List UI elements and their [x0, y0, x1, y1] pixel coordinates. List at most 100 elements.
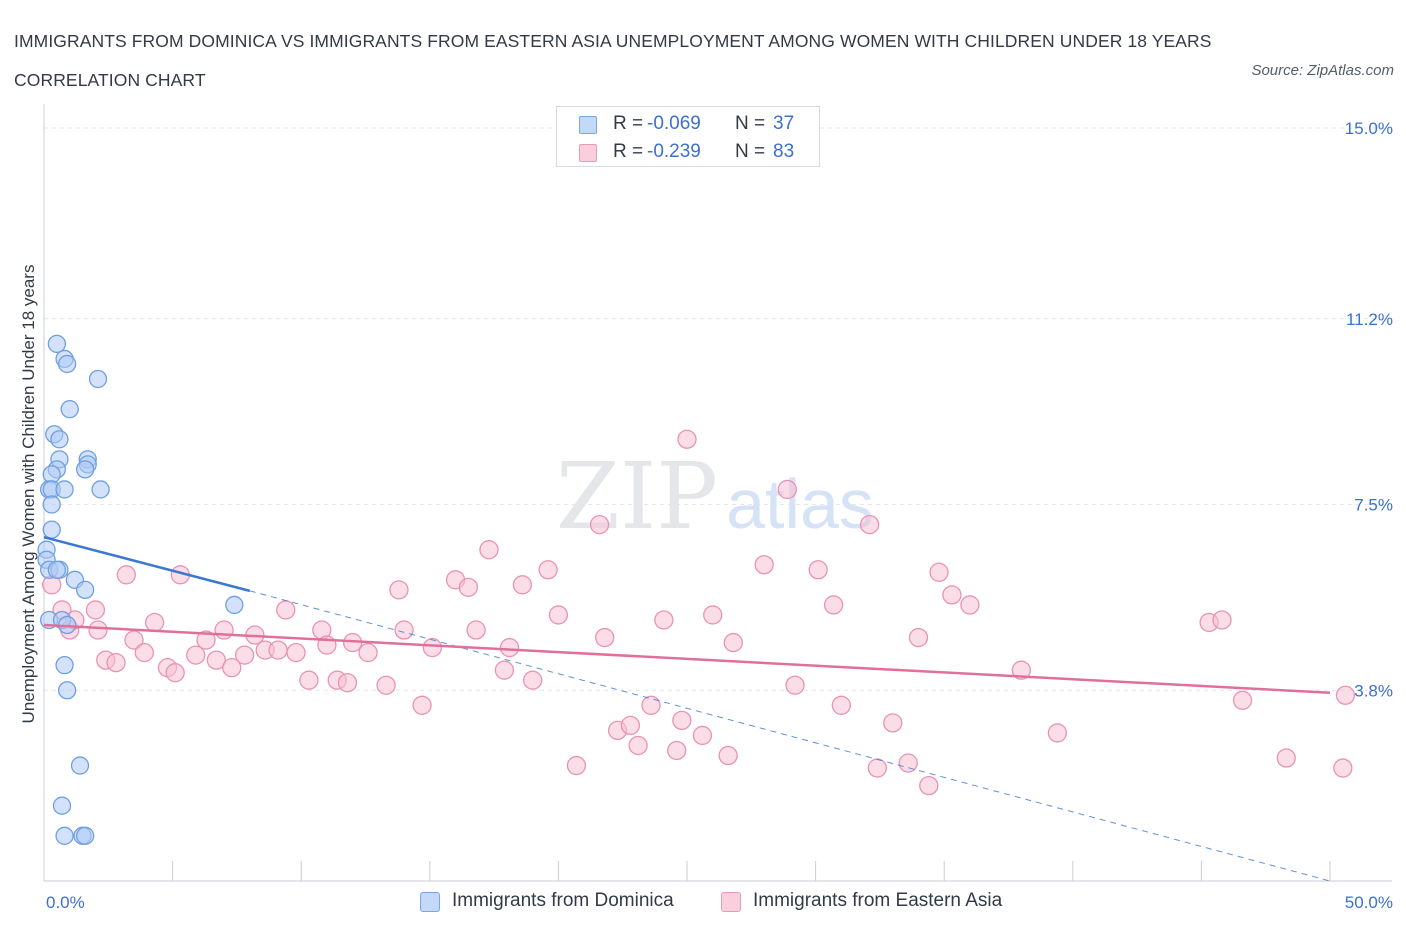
legend-n-value: 83	[773, 141, 795, 162]
data-point-eastern-asia	[165, 663, 185, 683]
series-swatch-eastern-asia	[721, 892, 741, 912]
series-label-dominica: Immigrants from Dominica	[452, 890, 674, 911]
data-point-eastern-asia	[276, 600, 296, 620]
data-point-eastern-asia	[692, 725, 713, 746]
data-point-dominica	[55, 656, 74, 675]
data-point-eastern-asia	[1047, 723, 1068, 743]
data-point-eastern-asia	[523, 670, 543, 690]
data-point-eastern-asia	[234, 645, 255, 665]
data-point-eastern-asia	[929, 562, 949, 582]
data-point-eastern-asia	[641, 695, 661, 715]
tick-labels: 3.8% 7.5% 11.2% 15.0% 0.0% 50.0%	[46, 119, 1393, 912]
data-point-eastern-asia	[672, 710, 692, 731]
legend-swatch-dominica	[579, 116, 597, 134]
data-point-eastern-asia	[942, 585, 962, 605]
series-dominica-points	[37, 334, 244, 845]
data-point-eastern-asia	[898, 753, 918, 773]
trend-line-dominica	[43, 535, 251, 593]
y-tick-label: 7.5%	[1354, 496, 1393, 515]
data-point-eastern-asia	[667, 740, 687, 761]
data-point-eastern-asia	[566, 755, 587, 776]
data-point-dominica	[76, 580, 95, 600]
data-point-eastern-asia	[299, 670, 319, 690]
data-point-dominica	[76, 460, 95, 479]
data-point-eastern-asia	[883, 713, 903, 733]
source-credit: Source: ZipAtlas.com	[1251, 62, 1394, 79]
data-point-dominica	[91, 480, 110, 499]
data-point-eastern-asia	[376, 675, 396, 695]
data-point-eastern-asia	[466, 620, 486, 640]
legend-r-value: -0.069	[647, 113, 701, 134]
data-point-eastern-asia	[88, 620, 108, 640]
y-tick-label: 15.0%	[1345, 119, 1393, 138]
data-point-eastern-asia	[512, 575, 533, 595]
legend-r-value: -0.239	[647, 141, 701, 162]
data-point-eastern-asia	[186, 645, 206, 665]
y-tick-label: 3.8%	[1354, 681, 1393, 700]
x-tick-label: 0.0%	[46, 893, 85, 912]
data-point-eastern-asia	[134, 642, 154, 663]
data-point-dominica	[52, 796, 72, 815]
data-point-eastern-asia	[116, 565, 136, 585]
series-label-eastern-asia: Immigrants from Eastern Asia	[753, 890, 1003, 911]
data-point-dominica	[57, 681, 77, 700]
legend-r-label: R =	[613, 141, 644, 162]
data-point-eastern-asia	[1335, 685, 1356, 705]
chart-title: IMMIGRANTS FROM DOMINICA VS IMMIGRANTS F…	[14, 31, 1212, 90]
data-point-eastern-asia	[754, 555, 774, 575]
trend-line-dominica-extension	[249, 590, 1331, 882]
data-point-eastern-asia	[412, 695, 432, 715]
data-point-eastern-asia	[337, 673, 358, 693]
data-point-dominica	[57, 354, 77, 374]
data-point-eastern-asia	[494, 660, 515, 680]
x-tick-label: 50.0%	[1345, 893, 1393, 912]
data-point-eastern-asia	[908, 627, 929, 648]
trend-line-eastern-asia	[43, 623, 1331, 695]
data-point-eastern-asia	[823, 595, 844, 615]
data-point-eastern-asia	[1276, 748, 1296, 768]
data-point-eastern-asia	[919, 775, 939, 796]
data-point-eastern-asia	[867, 758, 887, 778]
data-point-dominica	[76, 826, 95, 845]
data-point-eastern-asia	[620, 715, 641, 736]
trend-lines	[43, 535, 1331, 882]
data-point-dominica	[88, 369, 108, 389]
data-point-eastern-asia	[499, 637, 520, 658]
data-point-eastern-asia	[422, 637, 443, 658]
series-eastern-asia-points	[42, 429, 1356, 796]
data-point-eastern-asia	[479, 540, 499, 560]
data-point-dominica	[47, 560, 67, 579]
data-point-dominica	[42, 495, 61, 514]
data-point-eastern-asia	[589, 514, 610, 535]
data-point-eastern-asia	[124, 630, 144, 650]
y-axis-label: Unemployment Among Women with Children U…	[19, 265, 38, 724]
series-swatch-dominica	[420, 892, 440, 912]
data-point-dominica	[60, 399, 79, 419]
data-point-eastern-asia	[808, 560, 828, 580]
data-point-eastern-asia	[1333, 758, 1353, 778]
data-point-eastern-asia	[286, 642, 306, 663]
legend-swatch-eastern-asia	[579, 144, 597, 162]
data-point-eastern-asia	[718, 745, 738, 766]
data-point-eastern-asia	[196, 630, 216, 650]
data-point-eastern-asia	[548, 605, 569, 625]
gridlines	[44, 127, 1392, 691]
data-point-eastern-asia	[677, 429, 697, 449]
data-point-eastern-asia	[144, 612, 165, 633]
data-point-dominica	[50, 430, 69, 449]
correlation-legend: R = -0.069 N = 37 R = -0.239 N = 83	[556, 106, 820, 167]
data-point-eastern-asia	[214, 620, 234, 640]
data-point-dominica	[70, 756, 90, 775]
data-point-eastern-asia	[859, 514, 880, 535]
data-point-dominica	[47, 334, 67, 354]
data-point-eastern-asia	[458, 577, 479, 597]
data-point-dominica	[225, 595, 244, 615]
data-point-eastern-asia	[106, 652, 126, 673]
data-point-dominica	[55, 480, 74, 499]
data-point-eastern-asia	[206, 650, 226, 670]
watermark-atlas: atlas	[726, 465, 874, 543]
data-point-eastern-asia	[85, 600, 106, 620]
legend-n-label: N =	[735, 113, 766, 134]
data-point-dominica	[55, 826, 74, 845]
